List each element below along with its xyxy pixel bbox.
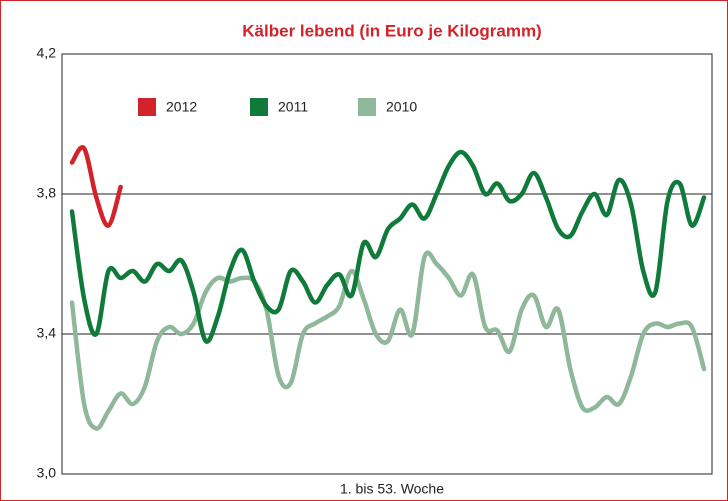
legend-swatch <box>250 98 268 116</box>
chart-title: Kälber lebend (in Euro je Kilogramm) <box>242 21 541 40</box>
series-line <box>69 250 707 431</box>
legend-label: 2011 <box>278 99 308 115</box>
series-line <box>69 145 123 228</box>
legend-swatch <box>358 98 376 116</box>
legend-label: 2012 <box>166 99 197 115</box>
legend-swatch <box>138 98 156 116</box>
y-tick-label: 4,2 <box>37 45 57 61</box>
y-tick-label: 3,4 <box>37 325 57 341</box>
x-axis-label: 1. bis 53. Woche <box>340 481 444 497</box>
y-tick-label: 3,0 <box>37 465 57 481</box>
series-line <box>69 149 707 344</box>
legend-label: 2010 <box>386 99 417 115</box>
y-tick-label: 3,8 <box>37 185 57 201</box>
